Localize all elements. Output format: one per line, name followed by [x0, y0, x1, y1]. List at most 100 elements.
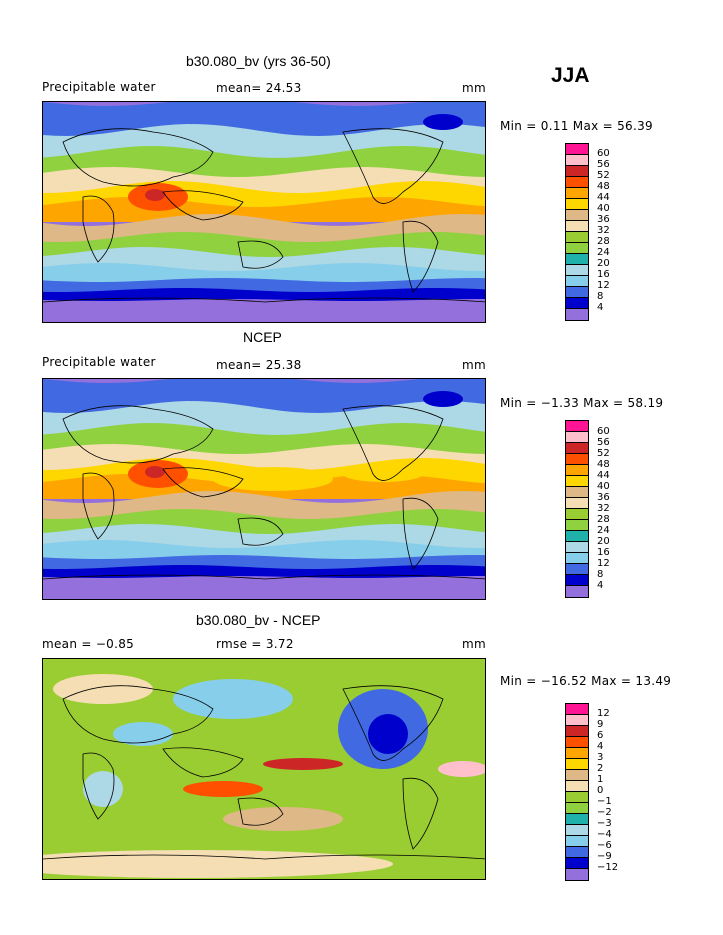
colorbar-swatch — [566, 759, 588, 770]
panel-2-units-label: mm — [462, 358, 486, 372]
colorbar-tick-label: 44 — [597, 470, 610, 481]
colorbar-swatch — [566, 803, 588, 814]
colorbar-tick-label: 9 — [597, 719, 604, 730]
colorbar-tick-label: 12 — [597, 558, 610, 569]
colorbar-swatch — [566, 166, 588, 177]
colorbar-swatch — [566, 836, 588, 847]
colorbar-tick-label: 1 — [597, 774, 604, 785]
colorbar-tick-label: 12 — [597, 708, 610, 719]
colorbar-swatch — [566, 287, 588, 298]
colorbar-swatch — [566, 704, 588, 715]
panel-2-minmax: Min = −1.33 Max = 58.19 — [500, 396, 664, 410]
colorbar-tick-label: −4 — [597, 829, 612, 840]
contour-band — [43, 299, 485, 322]
panel-1-contour-field — [43, 102, 485, 322]
colorbar-tick-label: 2 — [597, 763, 604, 774]
colorbar-tick-label: 8 — [597, 569, 604, 580]
colorbar-tick-label: 56 — [597, 159, 610, 170]
colorbar-swatch — [566, 144, 588, 155]
coastlines — [43, 128, 485, 303]
panel-1-colorbar — [565, 143, 589, 321]
panel-1-minmax: Min = 0.11 Max = 56.39 — [500, 119, 653, 133]
panel-1-title: b30.080_bv (yrs 36-50) — [186, 53, 331, 69]
colorbar-tick-label: 60 — [597, 148, 610, 159]
panel-3-map — [42, 658, 486, 880]
colorbar-swatch — [566, 243, 588, 254]
colorbar-tick-label: 48 — [597, 181, 610, 192]
panel-3-minmax: Min = −16.52 Max = 13.49 — [500, 674, 672, 688]
contour-blob — [83, 771, 123, 807]
contour-blob — [263, 758, 343, 770]
colorbar-swatch — [566, 254, 588, 265]
colorbar-tick-label: 36 — [597, 214, 610, 225]
colorbar-swatch — [566, 715, 588, 726]
colorbar-swatch — [566, 542, 588, 553]
colorbar-swatch — [566, 421, 588, 432]
contour-band — [43, 576, 485, 599]
colorbar-tick-label: −1 — [597, 796, 612, 807]
colorbar-swatch — [566, 298, 588, 309]
contour-blob — [423, 391, 463, 407]
contour-blob — [145, 466, 165, 478]
colorbar-tick-label: −12 — [597, 862, 619, 873]
colorbar-tick-label: 44 — [597, 192, 610, 203]
colorbar-tick-label: −2 — [597, 807, 612, 818]
colorbar-swatch — [566, 737, 588, 748]
colorbar-swatch — [566, 564, 588, 575]
panel-2-colorbar — [565, 420, 589, 598]
colorbar-tick-label: 28 — [597, 236, 610, 247]
contour-band — [43, 565, 485, 579]
colorbar-swatch — [566, 210, 588, 221]
season-label: JJA — [551, 64, 590, 87]
contour-band — [43, 288, 485, 302]
coastlines — [43, 405, 485, 580]
colorbar-tick-label: −9 — [597, 851, 612, 862]
colorbar-swatch — [566, 155, 588, 166]
contour-blob — [368, 714, 408, 754]
panel-3-contour-field — [43, 659, 485, 879]
colorbar-swatch — [566, 454, 588, 465]
colorbar-tick-label: 16 — [597, 269, 610, 280]
colorbar-swatch — [566, 177, 588, 188]
contour-blob — [173, 679, 293, 719]
panel-1-variable-label: Precipitable water — [42, 80, 156, 94]
panel-1-mean-label: mean= 24.53 — [216, 81, 302, 95]
colorbar-swatch — [566, 586, 588, 597]
colorbar-tick-label: 48 — [597, 459, 610, 470]
colorbar-tick-label: 3 — [597, 752, 604, 763]
colorbar-swatch — [566, 265, 588, 276]
colorbar-swatch — [566, 869, 588, 880]
panel-3-rmse-label: rmse = 3.72 — [216, 637, 294, 651]
colorbar-tick-label: 16 — [597, 547, 610, 558]
colorbar-tick-label: 12 — [597, 280, 610, 291]
contour-blob — [438, 761, 485, 777]
colorbar-tick-label: 56 — [597, 437, 610, 448]
contour-blob — [423, 114, 463, 130]
colorbar-swatch — [566, 509, 588, 520]
colorbar-tick-label: −3 — [597, 818, 612, 829]
colorbar-swatch — [566, 221, 588, 232]
panel-3-colorbar — [565, 703, 589, 881]
colorbar-tick-label: 4 — [597, 741, 604, 752]
colorbar-tick-label: 24 — [597, 525, 610, 536]
colorbar-tick-label: 36 — [597, 492, 610, 503]
contour-blob — [213, 467, 333, 491]
panel-1-map — [42, 101, 486, 323]
colorbar-tick-label: 24 — [597, 247, 610, 258]
panel-3-colorbar-labels: 12 9 6 4 3 2 1 0 −1 −2 −3 −4 −6 −9 −12 — [597, 708, 618, 873]
colorbar-swatch — [566, 531, 588, 542]
colorbar-tick-label: 60 — [597, 426, 610, 437]
colorbar-swatch — [566, 487, 588, 498]
colorbar-tick-label: 4 — [597, 580, 604, 591]
colorbar-tick-label: 20 — [597, 258, 610, 269]
colorbar-tick-label: 28 — [597, 514, 610, 525]
colorbar-swatch — [566, 443, 588, 454]
colorbar-swatch — [566, 276, 588, 287]
colorbar-tick-label: 40 — [597, 481, 610, 492]
colorbar-swatch — [566, 726, 588, 737]
colorbar-swatch — [566, 575, 588, 586]
colorbar-swatch — [566, 781, 588, 792]
colorbar-tick-label: 6 — [597, 730, 604, 741]
colorbar-tick-label: 20 — [597, 536, 610, 547]
colorbar-tick-label: 40 — [597, 203, 610, 214]
